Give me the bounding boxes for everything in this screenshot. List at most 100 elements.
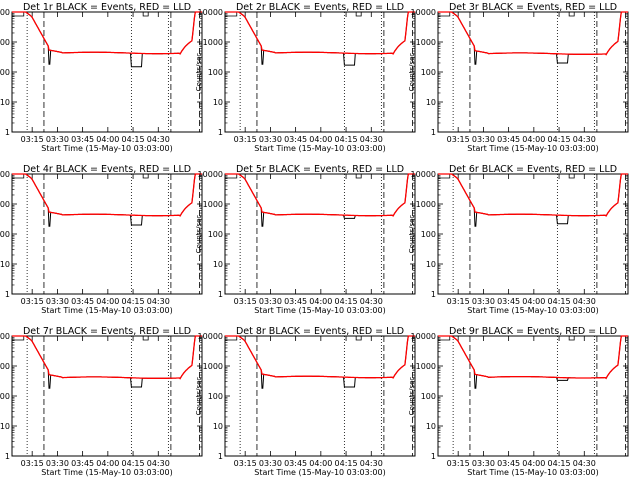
y-tick-label: 10 [213,98,223,107]
x-axis-label: Start Time (15-May-10 03:03:00) [41,306,172,315]
x-tick-label: 03:30 [259,297,282,306]
y-tick-label: 10000 [198,8,223,17]
x-tick-label: 03:30 [472,297,495,306]
x-tick-label: 03:15 [234,297,257,306]
y-tick-label: 1000 [416,362,436,371]
detector-panel: Det 5r BLACK = Events, RED = LLD 1 10 100 10… [195,164,416,315]
x-tick-label: 04:30 [573,297,596,306]
y-tick-label: 10 [426,260,436,269]
x-tick-label: 03:30 [46,297,69,306]
x-tick-label: 04:00 [96,135,119,144]
plot-frame [437,335,629,457]
x-tick-label: 04:15 [335,297,358,306]
interval-bracket [355,336,362,341]
y-tick-label: 10000 [0,170,10,179]
x-tick-label: 04:15 [122,297,145,306]
plot-frame [11,11,203,133]
interval-bracket [437,12,451,17]
interval-bracket [568,336,575,341]
x-tick-label: 03:30 [46,135,69,144]
x-tick-label: 03:45 [497,459,520,468]
y-tick-label: 1 [218,452,223,461]
detector-panel: Det 6r BLACK = Events, RED = LLD 1 10 100 10… [408,164,629,315]
x-tick-label: 03:15 [447,297,470,306]
y-tick-label: 1 [431,452,436,461]
y-axis-label: Counts/sec [408,53,416,92]
y-tick-label: 1000 [0,38,10,47]
panel-title: Det 8r BLACK = Events, RED = LLD [236,326,404,337]
x-tick-label: 04:30 [360,135,383,144]
plot-frame [11,173,203,295]
x-tick-label: 03:30 [259,459,282,468]
y-tick-label: 1000 [203,38,223,47]
panel-title: Det 3r BLACK = Events, RED = LLD [449,2,617,13]
y-tick-label: 10 [426,98,436,107]
x-tick-label: 04:30 [573,459,596,468]
detector-panel: Det 7r BLACK = Events, RED = LLD 1 10 100 10… [0,326,203,477]
detector-panel: Det 9r BLACK = Events, RED = LLD 1 10 100 10… [408,326,629,477]
y-tick-label: 1 [5,128,10,137]
x-tick-label: 04:00 [522,297,545,306]
x-tick-label: 03:45 [284,297,307,306]
lld-series-line [225,173,415,217]
interval-bracket [568,12,575,17]
y-tick-label: 10 [426,422,436,431]
x-tick-label: 04:15 [548,459,571,468]
x-tick-label: 03:15 [234,135,257,144]
panel-title: Det 4r BLACK = Events, RED = LLD [23,164,191,175]
y-tick-label: 100 [421,68,436,77]
y-tick-label: 100 [0,230,10,239]
x-tick-label: 03:15 [21,135,44,144]
plot-frame [224,173,416,295]
x-tick-label: 04:15 [335,459,358,468]
x-axis-label: Start Time (15-May-10 03:03:00) [467,306,598,315]
y-tick-label: 1000 [203,362,223,371]
y-axis-label: Counts/sec [195,53,203,92]
events-series-line [225,335,415,389]
x-tick-label: 03:15 [21,297,44,306]
x-axis-label: Start Time (15-May-10 03:03:00) [41,144,172,153]
lld-series-line [438,173,628,217]
lld-series-line [12,11,202,55]
lld-series-line [225,11,415,55]
interval-bracket [224,12,238,17]
x-tick-label: 03:45 [284,459,307,468]
plot-frame [224,335,416,457]
interval-bracket [142,336,149,341]
interval-bracket [437,174,451,179]
y-tick-label: 1 [431,290,436,299]
y-tick-label: 10 [213,422,223,431]
events-series-line [225,173,415,227]
events-series-line [225,11,415,66]
interval-bracket [355,12,362,17]
y-tick-label: 10000 [411,8,436,17]
x-tick-label: 04:00 [309,135,332,144]
y-tick-label: 1000 [0,362,10,371]
x-tick-label: 03:45 [71,135,94,144]
y-tick-label: 1 [5,290,10,299]
lld-series-line [438,11,628,56]
interval-bracket [568,174,575,179]
x-tick-label: 04:30 [147,459,170,468]
x-tick-label: 03:45 [284,135,307,144]
plot-frame [437,173,629,295]
lld-series-line [438,335,628,380]
x-axis-label: Start Time (15-May-10 03:03:00) [467,468,598,477]
x-tick-label: 03:15 [21,459,44,468]
lld-series-line [225,335,415,379]
x-tick-label: 03:15 [234,459,257,468]
y-tick-label: 100 [0,392,10,401]
events-series-line [12,173,202,227]
interval-bracket [11,336,25,341]
detector-panel: Det 1r BLACK = Events, RED = LLD 1 10 100 10… [0,2,203,153]
events-series-line [12,335,202,389]
interval-bracket [355,174,362,179]
lld-series-line [12,173,202,217]
y-tick-label: 100 [421,230,436,239]
y-tick-label: 10000 [198,332,223,341]
detector-panel: Det 8r BLACK = Events, RED = LLD 1 10 100 10… [195,326,416,477]
interval-bracket [224,174,238,179]
x-tick-label: 04:15 [548,297,571,306]
x-tick-label: 03:45 [71,297,94,306]
x-tick-label: 04:30 [147,297,170,306]
